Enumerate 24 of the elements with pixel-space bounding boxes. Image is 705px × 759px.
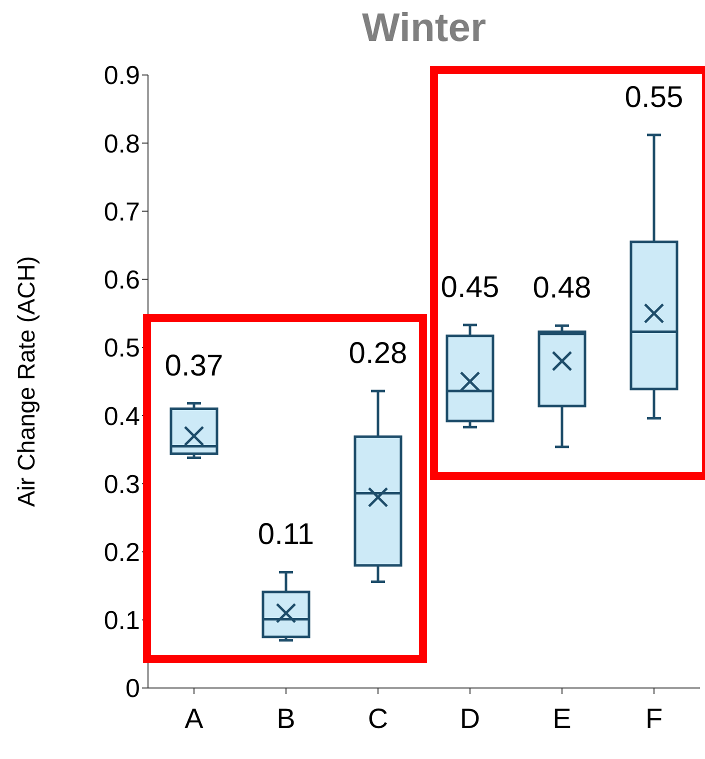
y-tick-label: 0	[126, 673, 140, 704]
x-tick-label: E	[552, 702, 572, 734]
y-tick-label: 0.2	[104, 537, 140, 568]
x-tick-label: D	[460, 702, 480, 734]
annotation: 0.45	[440, 270, 500, 304]
x-tick-label: A	[184, 702, 204, 734]
annotation: 0.11	[258, 518, 314, 552]
x-tick-label: F	[645, 702, 663, 734]
annotation: 0.48	[532, 272, 592, 305]
y-tick-label: 0.1	[104, 605, 140, 636]
annotation: 0.28	[348, 337, 408, 370]
y-tick-label: 0.9	[104, 60, 140, 90]
y-tick-label: 0.3	[104, 468, 140, 499]
y-tick-label: 0.6	[104, 264, 140, 295]
annotation: 0.37	[164, 349, 224, 382]
y-axis-title: Air Change Rate (ACH)	[14, 256, 41, 507]
chart-title: Winter	[360, 7, 488, 51]
y-tick-label: 0.7	[104, 196, 140, 226]
y-tick-label: 0.4	[104, 400, 140, 431]
y-tick-label: 0.5	[104, 332, 140, 363]
y-tick-label: 0.8	[104, 128, 140, 158]
x-tick-label: B	[276, 702, 296, 734]
x-tick-label: C	[368, 702, 388, 734]
annotation: 0.55	[624, 80, 684, 114]
